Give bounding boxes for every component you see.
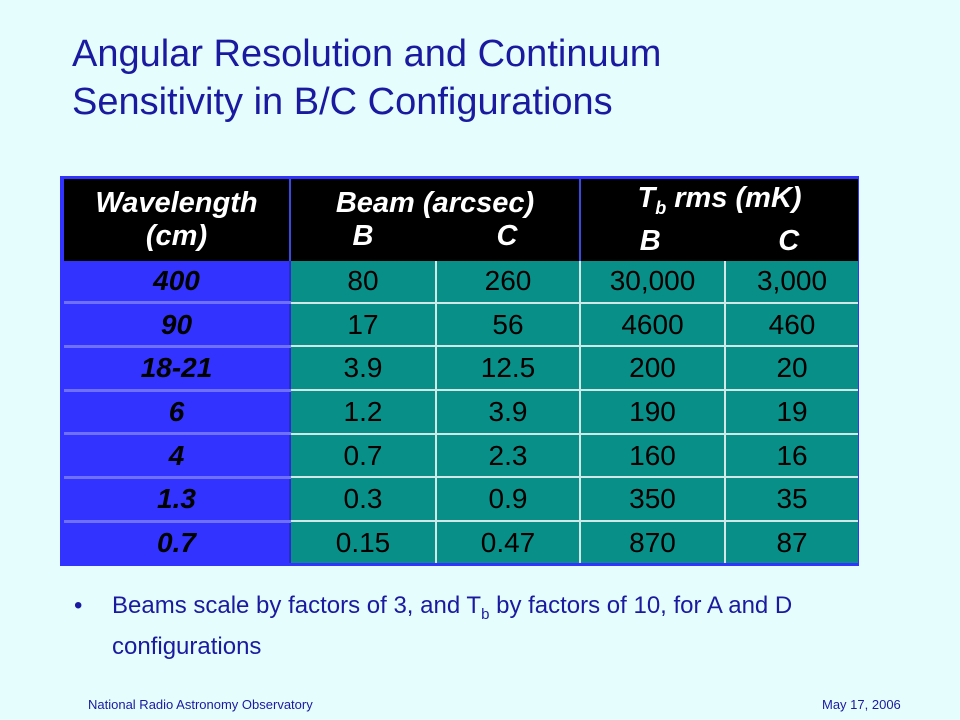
table-row: 0.7 0.15 0.47 870 87 [64,521,859,563]
header-tb-title: Tb rms (mK) [581,182,858,225]
cell-beam-b: 17 [290,302,437,348]
cell-beam-b: 0.15 [290,521,437,563]
cell-wavelength: 4 [64,433,291,479]
cell-tb-b: 200 [580,346,727,392]
cell-tb-b: 4600 [580,302,727,348]
cell-wavelength: 18-21 [64,346,291,392]
header-wavelength-line2: (cm) [145,220,208,252]
cell-beam-c: 12.5 [436,346,582,392]
footer-date: May 17, 2006 [822,697,901,712]
cell-tb-b: 30,000 [580,261,727,304]
cell-tb-c: 16 [725,433,859,479]
cell-tb-c: 87 [725,521,859,563]
cell-beam-c: 2.3 [436,433,582,479]
header-beam-title: Beam (arcsec) [335,187,535,219]
header-tb-suffix: rms (mK) [666,182,802,215]
cell-beam-c: 3.9 [436,390,582,435]
cell-tb-c: 3,000 [725,261,859,304]
header-tb-c: C [778,224,800,257]
header-tb-b: B [639,224,661,257]
table-row: 4 0.7 2.3 160 16 [64,433,859,479]
bullet-text-part2: by factors of 10, for A and D configurat… [112,592,793,660]
cell-beam-b: 3.9 [290,346,437,392]
bullet-text: Beams scale by factors of 3, and Tb by f… [112,590,872,663]
slide-title: Angular Resolution and Continuum Sensiti… [72,30,892,126]
header-wavelength: Wavelength (cm) [64,179,291,261]
resolution-table-frame: Wavelength (cm) Beam (arcsec) B C Tb rms… [60,176,859,566]
cell-beam-c: 56 [436,302,582,348]
slide-title-line1: Angular Resolution and Continuum [72,33,662,75]
cell-beam-c: 0.47 [436,521,582,563]
bullet-text-sub: b [481,605,490,623]
table-row: 90 17 56 4600 460 [64,302,859,348]
cell-beam-c: 260 [436,261,582,304]
header-tb-prefix: T [637,182,656,215]
cell-tb-b: 870 [580,521,727,563]
cell-tb-b: 350 [580,477,727,523]
header-tb-rms: Tb rms (mK) B C [580,179,859,261]
cell-tb-c: 19 [725,390,859,435]
cell-wavelength: 0.7 [64,521,291,563]
cell-wavelength: 90 [64,302,291,348]
header-tb-sub: b [655,197,667,218]
table-row: 400 80 260 30,000 3,000 [64,261,859,305]
header-beam-c: C [496,220,518,252]
table-row: 6 1.2 3.9 190 19 [64,390,859,436]
cell-beam-b: 80 [290,261,437,304]
cell-wavelength: 400 [64,261,291,305]
cell-tb-c: 460 [725,302,859,348]
cell-wavelength: 6 [64,390,291,436]
header-wavelength-line1: Wavelength [95,187,258,219]
cell-tb-b: 190 [580,390,727,435]
bullet-text-part1: Beams scale by factors of 3, and T [112,592,482,619]
table-row: 18-21 3.9 12.5 200 20 [64,346,859,392]
header-beam-b: B [352,220,374,252]
cell-beam-b: 0.7 [290,433,437,479]
header-beam: Beam (arcsec) B C [290,179,582,261]
table-header-row: Wavelength (cm) Beam (arcsec) B C Tb rms… [64,179,859,261]
cell-beam-b: 1.2 [290,390,437,435]
slide-title-line2: Sensitivity in B/C Configurations [72,81,613,123]
bullet-dot: • [74,592,83,619]
table-row: 1.3 0.3 0.9 350 35 [64,477,859,523]
cell-wavelength: 1.3 [64,477,291,523]
cell-beam-b: 0.3 [290,477,437,523]
cell-tb-c: 35 [725,477,859,523]
footer-organization: National Radio Astronomy Observatory [88,697,313,712]
resolution-table: Wavelength (cm) Beam (arcsec) B C Tb rms… [64,179,859,563]
cell-beam-c: 0.9 [436,477,582,523]
cell-tb-b: 160 [580,433,727,479]
cell-tb-c: 20 [725,346,859,392]
